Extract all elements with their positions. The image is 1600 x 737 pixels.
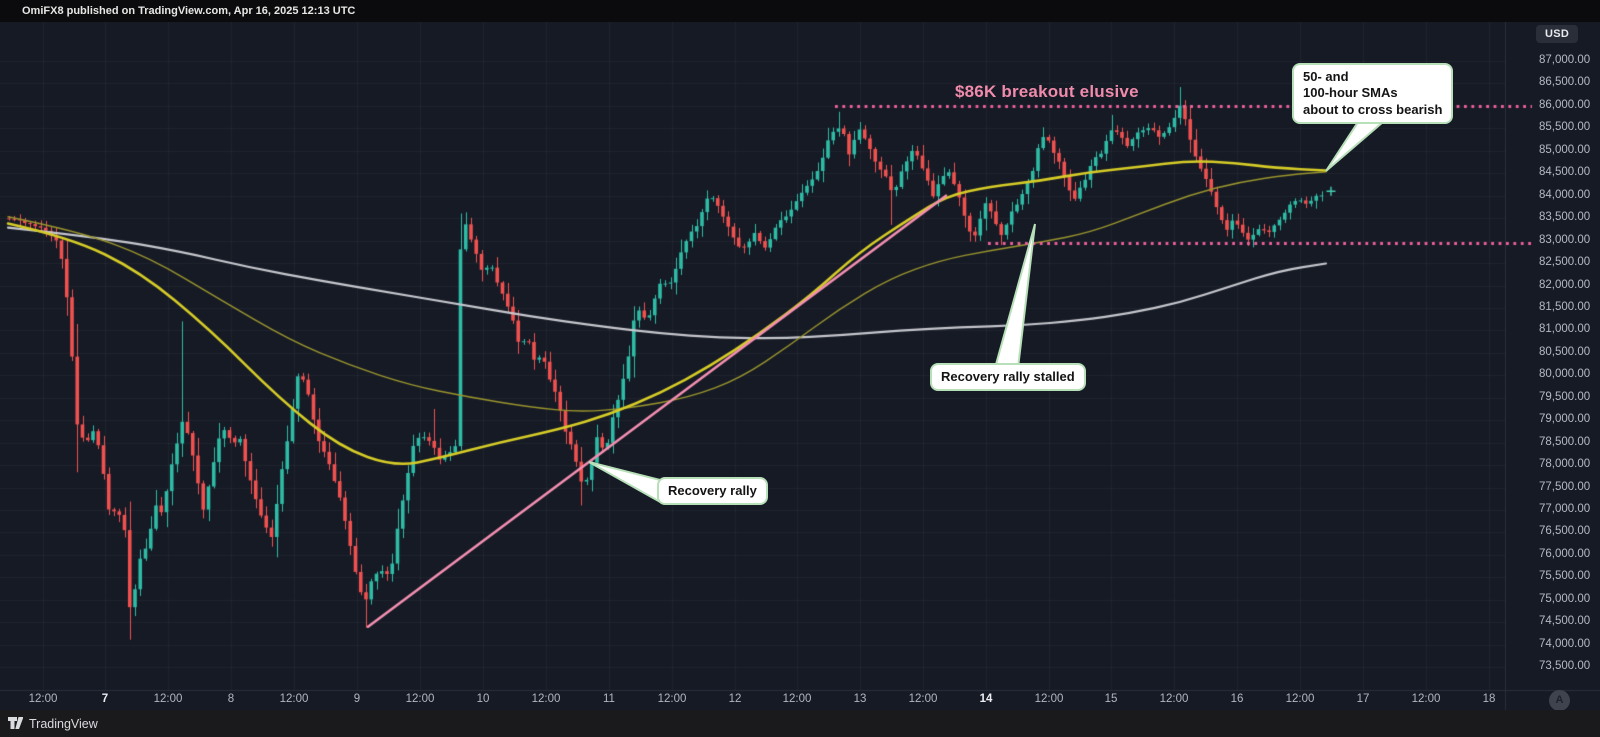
price-axis-label: 80,500.00: [1539, 345, 1591, 358]
time-axis-label: 12:00: [153, 693, 183, 705]
time-axis[interactable]: 12:00 7 12:00 8 12:00 9 12:00 10 12:00 11 12:00 12 1…: [0, 690, 1505, 710]
price-axis-label: 85,000.00: [1539, 143, 1591, 156]
time-axis-label: 8: [227, 693, 235, 705]
price-axis-label: 81,500.00: [1539, 300, 1591, 313]
time-axis-label: 17: [1356, 693, 1370, 705]
price-axis-label: 78,500.00: [1539, 435, 1591, 448]
price-axis[interactable]: USD 87,000.00 86,500.00 86,000.00 85,500.00…: [1505, 22, 1600, 711]
time-axis-label: 12: [728, 693, 742, 705]
time-axis-label: 9: [353, 693, 361, 705]
price-axis-label: 83,000.00: [1539, 233, 1591, 246]
price-axis-label: 78,000.00: [1539, 458, 1591, 471]
footer-bar: TradingView: [0, 710, 1600, 737]
time-axis-label: 12:00: [908, 693, 938, 705]
price-axis-label: 84,500.00: [1539, 166, 1591, 179]
time-axis-label: 12:00: [1285, 693, 1315, 705]
currency-unit-button[interactable]: USD: [1536, 25, 1579, 43]
time-axis-label: 12:00: [28, 693, 58, 705]
price-axis-label: 79,000.00: [1539, 413, 1591, 426]
attribution-bar: OmiFX8 published on TradingView.com, Apr…: [0, 0, 1600, 22]
tradingview-logo-text: TradingView: [29, 716, 98, 731]
time-axis-label: 7: [101, 693, 109, 705]
time-axis-label: 12:00: [782, 693, 812, 705]
price-axis-label: 86,000.00: [1539, 98, 1591, 111]
price-axis-label: 76,500.00: [1539, 525, 1591, 538]
price-axis-label: 85,500.00: [1539, 121, 1591, 134]
price-axis-label: 79,500.00: [1539, 390, 1591, 403]
price-axis-label: 76,000.00: [1539, 547, 1591, 560]
time-axis-label: 18: [1482, 693, 1496, 705]
price-axis-label: 77,500.00: [1539, 480, 1591, 493]
price-axis-label: 87,000.00: [1539, 54, 1591, 66]
price-axis-label: 86,500.00: [1539, 76, 1591, 89]
price-axis-label: 84,000.00: [1539, 188, 1591, 201]
price-axis-label: 77,000.00: [1539, 503, 1591, 515]
price-axis-label: 74,500.00: [1539, 615, 1591, 628]
price-axis-label: 75,500.00: [1539, 570, 1591, 583]
callout-sma-cross[interactable]: 50- and 100-hour SMAs about to cross bea…: [1292, 63, 1454, 124]
time-axis-label: 15: [1104, 693, 1118, 705]
callout-rally-stalled[interactable]: Recovery rally stalled: [930, 363, 1086, 392]
time-axis-label: 12:00: [1034, 693, 1064, 705]
time-axis-label: 13: [853, 693, 867, 705]
price-axis-label: 82,500.00: [1539, 256, 1591, 269]
price-axis-label: 73,500.00: [1539, 660, 1591, 673]
price-axis-label: 83,500.00: [1539, 211, 1591, 224]
time-axis-label: 11: [603, 693, 615, 705]
attribution-text: OmiFX8 published on TradingView.com, Apr…: [22, 5, 356, 17]
time-axis-label: 16: [1230, 693, 1244, 705]
time-axis-label: 12:00: [1411, 693, 1441, 705]
tradingview-logo-icon: [8, 717, 23, 729]
tradingview-logo[interactable]: TradingView: [8, 717, 98, 731]
time-axis-label: 12:00: [1159, 693, 1189, 705]
price-axis-label: 80,000.00: [1539, 368, 1591, 381]
price-level-annotation-86k[interactable]: $86K breakout elusive: [955, 82, 1139, 101]
time-axis-label: 12:00: [279, 693, 309, 705]
price-axis-label: 74,000.00: [1539, 637, 1591, 650]
time-axis-label: 12:00: [657, 693, 687, 705]
time-axis-label: 14: [979, 693, 993, 705]
time-axis-label: 10: [476, 693, 490, 705]
time-axis-label: 12:00: [531, 693, 561, 705]
auto-scale-button[interactable]: A: [1549, 690, 1570, 711]
price-axis-label: 75,000.00: [1539, 592, 1591, 605]
price-axis-label: 82,000.00: [1539, 278, 1591, 291]
time-axis-label: 12:00: [405, 693, 435, 705]
callout-recovery-rally[interactable]: Recovery rally: [657, 477, 768, 506]
price-axis-label: 81,000.00: [1539, 323, 1591, 336]
